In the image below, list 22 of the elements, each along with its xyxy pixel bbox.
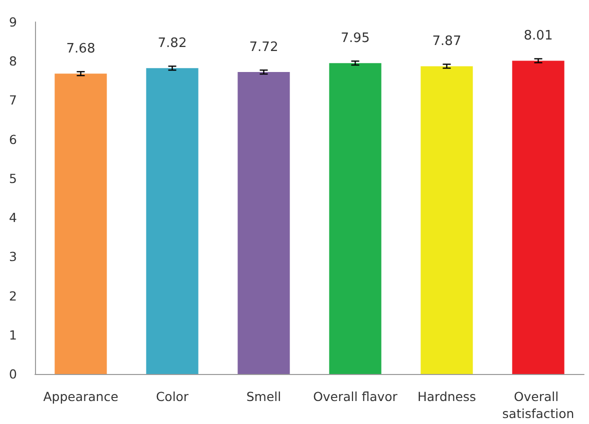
- data-label: 7.82: [158, 36, 187, 52]
- x-tick-label: Hardness: [417, 389, 476, 404]
- data-label: 7.68: [66, 42, 96, 57]
- data-label: 7.95: [340, 31, 370, 46]
- x-tick-label: Smell: [246, 389, 282, 404]
- data-label: 7.72: [249, 40, 278, 56]
- y-tick-label: 1: [9, 327, 17, 342]
- data-label: 8.01: [524, 28, 553, 44]
- y-tick-label: 6: [9, 132, 18, 147]
- y-tick-label: 2: [9, 288, 17, 304]
- x-tick-label: Overall satisfaction: [502, 389, 574, 421]
- y-tick-label: 3: [9, 249, 17, 264]
- x-tick-label: Appearance: [43, 389, 119, 404]
- y-tick-label: 5: [9, 170, 17, 186]
- x-tick-label: Overall flavor: [313, 389, 398, 404]
- y-tick-label: 0: [9, 366, 18, 382]
- y-tick-label: 8: [9, 54, 18, 69]
- x-tick-label: Color: [156, 389, 190, 404]
- y-tick-label: 9: [9, 14, 18, 30]
- y-tick-label: 7: [9, 92, 17, 108]
- data-label: 7.87: [432, 34, 462, 50]
- y-tick-label: 4: [9, 210, 18, 226]
